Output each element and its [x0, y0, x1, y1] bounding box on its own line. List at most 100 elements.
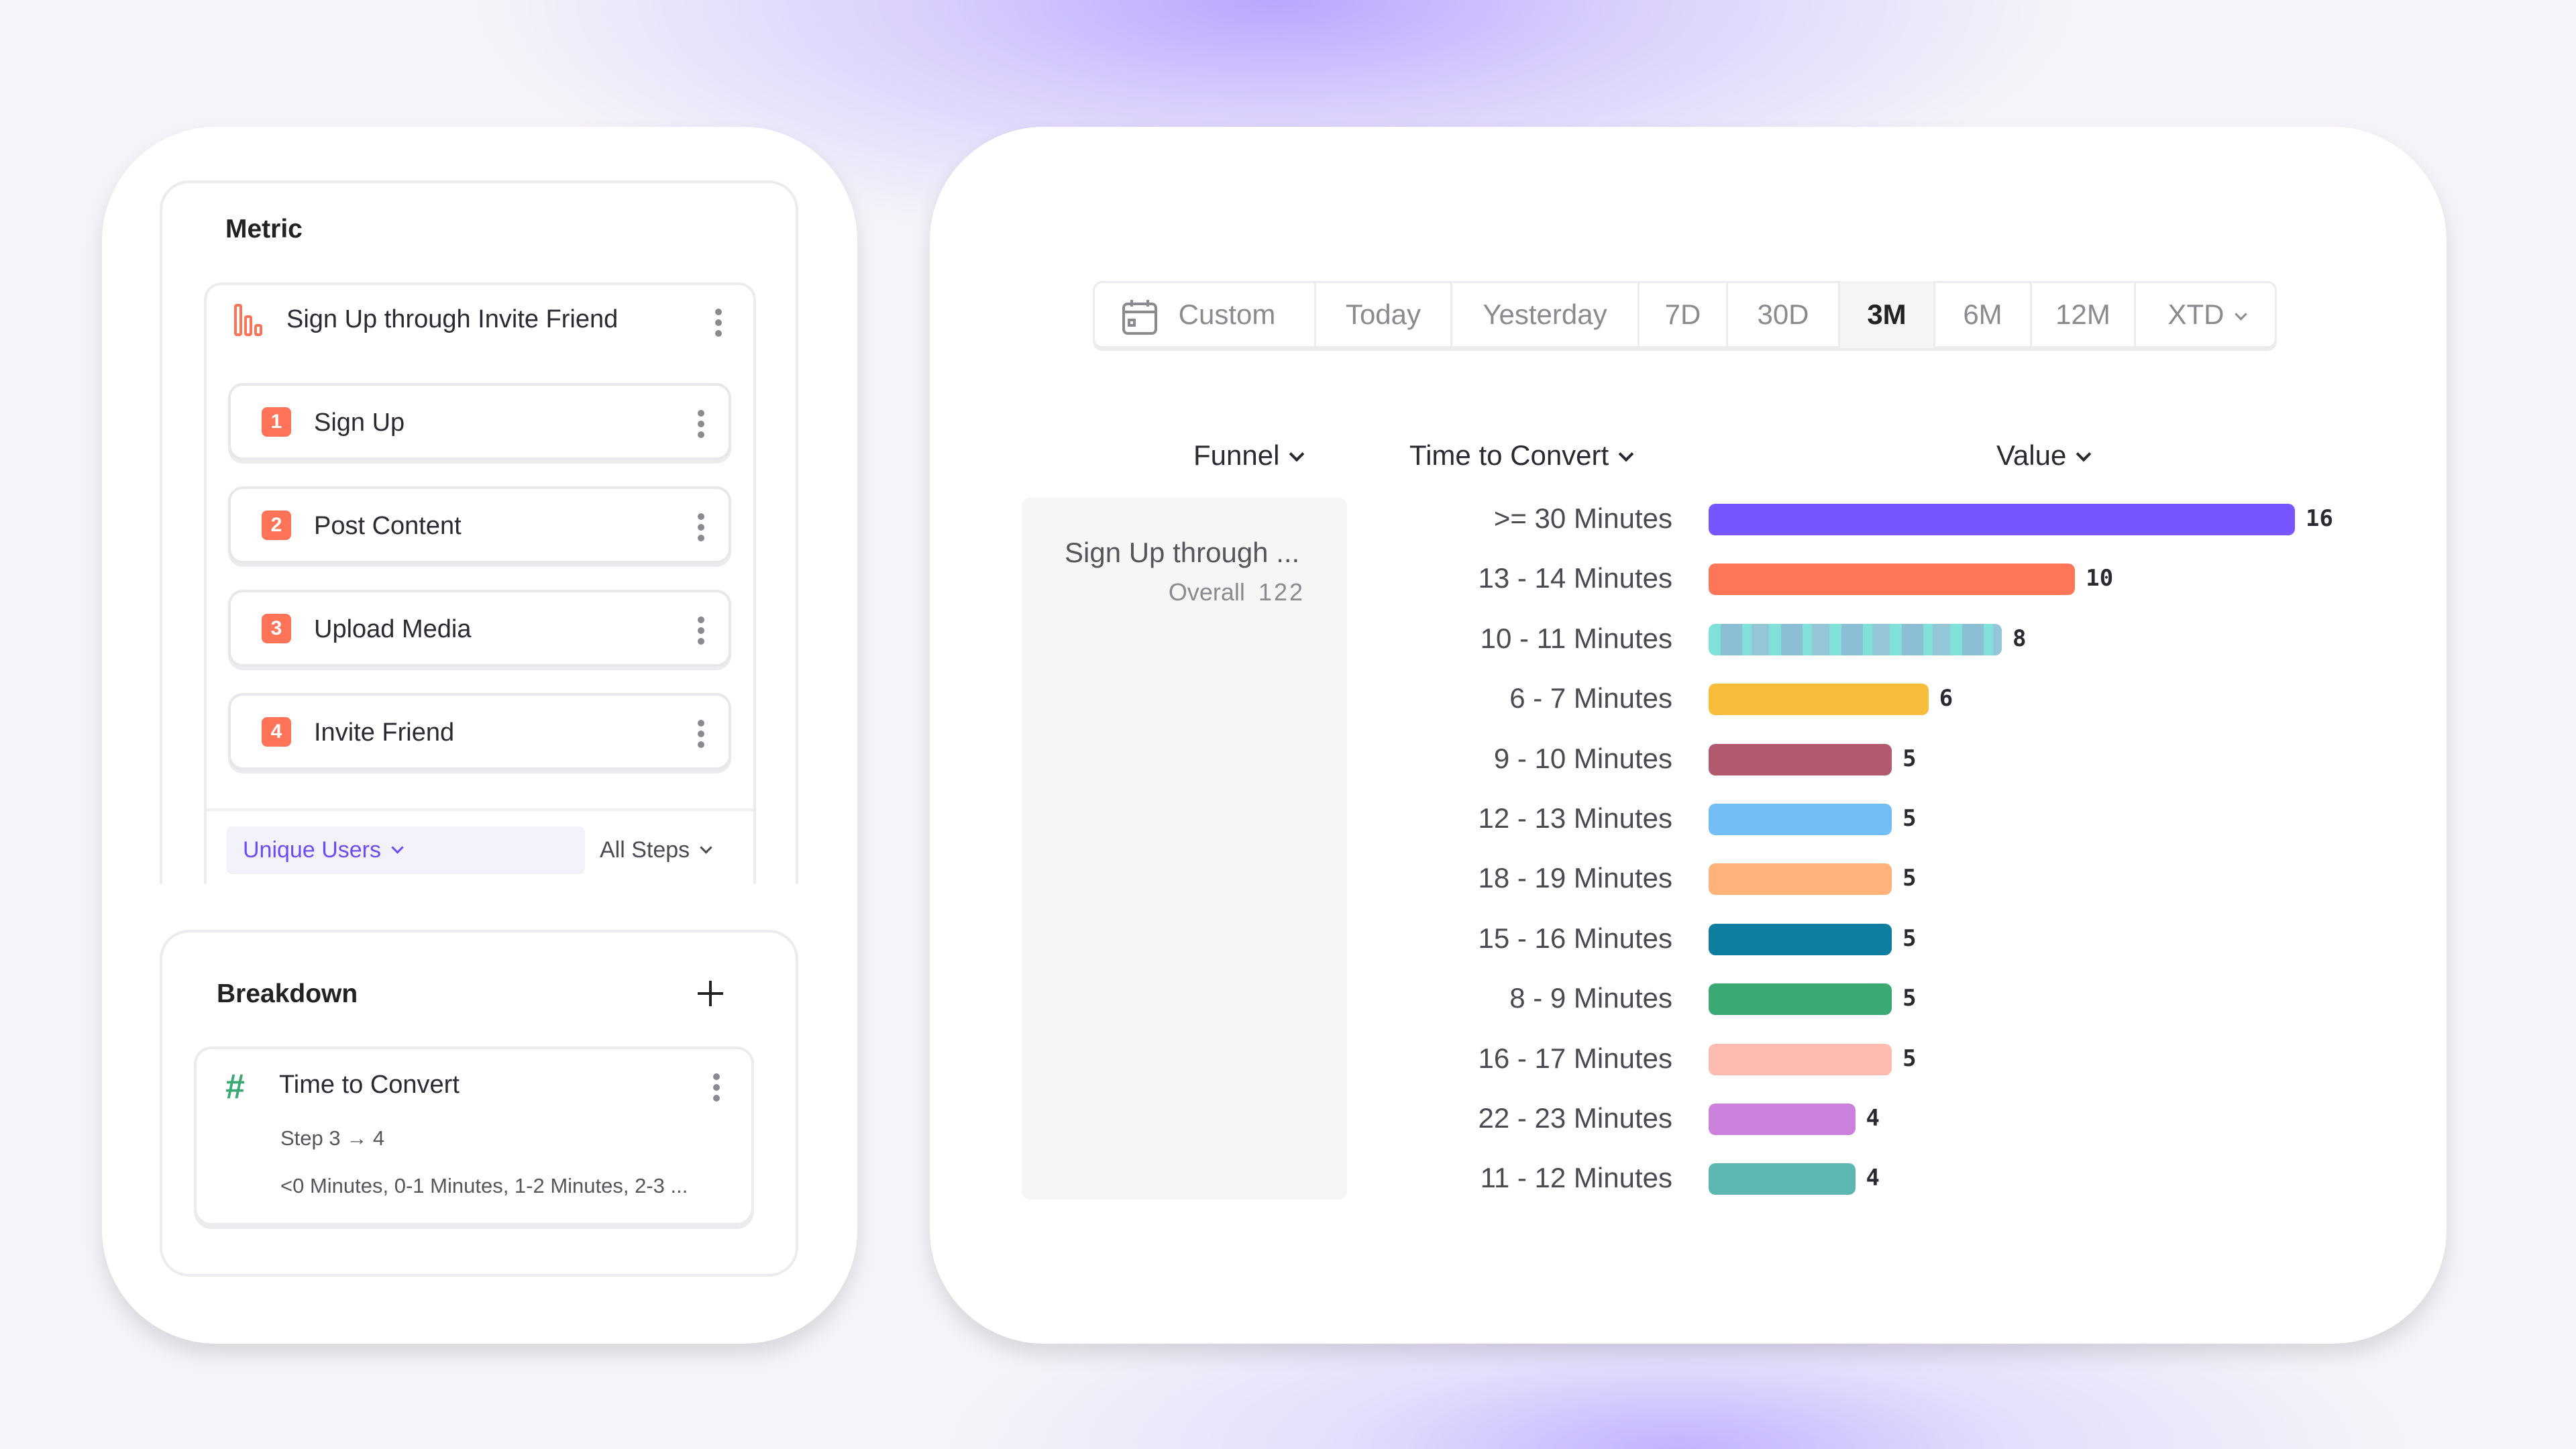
step-label: Invite Friend	[314, 718, 455, 747]
bar-value-label: 10	[2086, 565, 2114, 592]
bar[interactable]	[1709, 743, 1892, 775]
bar[interactable]	[1709, 504, 2295, 535]
bar-value-label: 5	[1902, 1044, 1917, 1072]
row-label: 12 - 13 Minutes	[1478, 802, 1673, 834]
step-scope-dropdown[interactable]: All Steps	[600, 826, 712, 874]
chevron-down-icon	[700, 841, 712, 854]
date-option-xtd[interactable]: XTD	[2136, 281, 2277, 348]
bar-value-label: 16	[2306, 505, 2333, 532]
date-option-custom[interactable]: Custom	[1093, 281, 1316, 348]
funnel-cell	[1022, 498, 1347, 1199]
bar-value-label: 4	[1866, 1165, 1880, 1192]
add-breakdown-icon[interactable]	[698, 981, 723, 1006]
measure-value: Unique Users	[243, 837, 381, 863]
row-label: 6 - 7 Minutes	[1509, 682, 1672, 714]
funnel-card	[204, 282, 756, 884]
funnel-cell-name: Sign Up through ...	[1065, 537, 1300, 568]
chevron-down-icon	[1618, 446, 1634, 462]
measure-dropdown[interactable]: Unique Users	[227, 826, 585, 874]
bar-value-label: 8	[2012, 625, 2027, 652]
bar-value-label: 5	[1902, 745, 1917, 772]
column-header-funnel[interactable]: Funnel	[1193, 439, 1305, 472]
overall-value: 122	[1258, 578, 1305, 606]
date-option-3m-selected[interactable]: 3M	[1840, 281, 1935, 348]
column-header-value[interactable]: Value	[1996, 439, 2092, 472]
date-option-12m[interactable]: 12M	[2032, 281, 2136, 348]
row-label: 10 - 11 Minutes	[1480, 622, 1672, 654]
breakdown-item-subtitle: Step 3 → 4	[280, 1126, 385, 1150]
bar-value-label: 4	[1866, 1105, 1880, 1132]
overall-label: Overall	[1168, 578, 1245, 606]
breakdown-item-card[interactable]	[194, 1046, 754, 1226]
bar-value-label: 5	[1902, 805, 1917, 832]
bar-value-label: 5	[1902, 865, 1917, 892]
chevron-down-icon	[2234, 308, 2247, 321]
calendar-icon	[1122, 300, 1157, 335]
date-option-6m[interactable]: 6M	[1935, 281, 2032, 348]
column-header-label: Time to Convert	[1409, 439, 1609, 471]
bar[interactable]	[1709, 804, 1892, 835]
column-header-label: Value	[1996, 439, 2067, 471]
step-number-badge: 4	[262, 717, 291, 747]
funnel-name[interactable]: Sign Up through Invite Friend	[286, 305, 619, 333]
bar[interactable]	[1709, 863, 1892, 896]
step-scope-value: All Steps	[600, 837, 690, 863]
row-label: 18 - 19 Minutes	[1478, 862, 1673, 894]
column-header-label: Funnel	[1193, 439, 1280, 471]
step-more-icon[interactable]	[698, 720, 704, 752]
divider	[207, 808, 753, 811]
bar[interactable]	[1709, 1104, 1856, 1135]
breakdown-title: Breakdown	[217, 979, 358, 1008]
date-option-label: Custom	[1178, 299, 1276, 330]
metric-title: Metric	[225, 215, 303, 244]
chevron-down-icon	[391, 841, 404, 854]
bar-value-label: 5	[1902, 924, 1917, 952]
row-label: 16 - 17 Minutes	[1478, 1042, 1673, 1074]
date-option-30d[interactable]: 30D	[1728, 281, 1840, 348]
funnel-step[interactable]: 1 Sign Up	[228, 383, 731, 460]
bar-value-label: 6	[1939, 685, 1953, 712]
row-label: >= 30 Minutes	[1493, 502, 1672, 534]
bar[interactable]	[1709, 684, 1929, 716]
step-label: Upload Media	[314, 615, 472, 643]
bar[interactable]	[1709, 564, 2076, 596]
date-option-label: XTD	[2167, 299, 2224, 330]
row-label: 15 - 16 Minutes	[1478, 922, 1673, 954]
step-more-icon[interactable]	[698, 616, 704, 649]
step-label: Sign Up	[314, 409, 405, 437]
funnel-step[interactable]: 3 Upload Media	[228, 590, 731, 667]
breakdown-item-title: Time to Convert	[279, 1071, 460, 1099]
step-more-icon[interactable]	[698, 513, 704, 545]
step-number-badge: 2	[262, 511, 291, 540]
date-option-7d[interactable]: 7D	[1640, 281, 1728, 348]
bar[interactable]	[1709, 623, 2002, 655]
row-label: 11 - 12 Minutes	[1480, 1162, 1672, 1194]
bar[interactable]	[1709, 1163, 1856, 1195]
funnel-step[interactable]: 4 Invite Friend	[228, 693, 731, 770]
row-label: 8 - 9 Minutes	[1509, 982, 1672, 1014]
numeric-hash-icon: #	[225, 1067, 245, 1106]
step-more-icon[interactable]	[698, 410, 704, 442]
date-option-today[interactable]: Today	[1316, 281, 1452, 348]
funnel-cell-overall: Overall 122	[1073, 578, 1305, 606]
step-number-badge: 3	[262, 614, 291, 643]
step-label: Post Content	[314, 512, 462, 540]
chevron-down-icon	[2076, 446, 2092, 462]
row-label: 9 - 10 Minutes	[1493, 742, 1672, 774]
funnel-more-icon[interactable]	[715, 309, 722, 341]
row-label: 13 - 14 Minutes	[1478, 562, 1673, 594]
date-option-yesterday[interactable]: Yesterday	[1452, 281, 1640, 348]
date-range-picker	[1093, 281, 2277, 348]
chevron-down-icon	[1289, 446, 1305, 462]
bar-value-label: 5	[1902, 985, 1917, 1012]
row-label: 22 - 23 Minutes	[1478, 1102, 1673, 1134]
funnel-chart-icon	[234, 304, 262, 336]
bar[interactable]	[1709, 983, 1892, 1016]
breakdown-item-values: <0 Minutes, 0-1 Minutes, 1-2 Minutes, 2-…	[280, 1174, 688, 1197]
bar[interactable]	[1709, 1043, 1892, 1075]
funnel-step[interactable]: 2 Post Content	[228, 486, 731, 564]
step-number-badge: 1	[262, 407, 291, 437]
bar[interactable]	[1709, 923, 1892, 955]
column-header-time-to-convert[interactable]: Time to Convert	[1409, 439, 1634, 472]
breakdown-more-icon[interactable]	[713, 1073, 720, 1106]
